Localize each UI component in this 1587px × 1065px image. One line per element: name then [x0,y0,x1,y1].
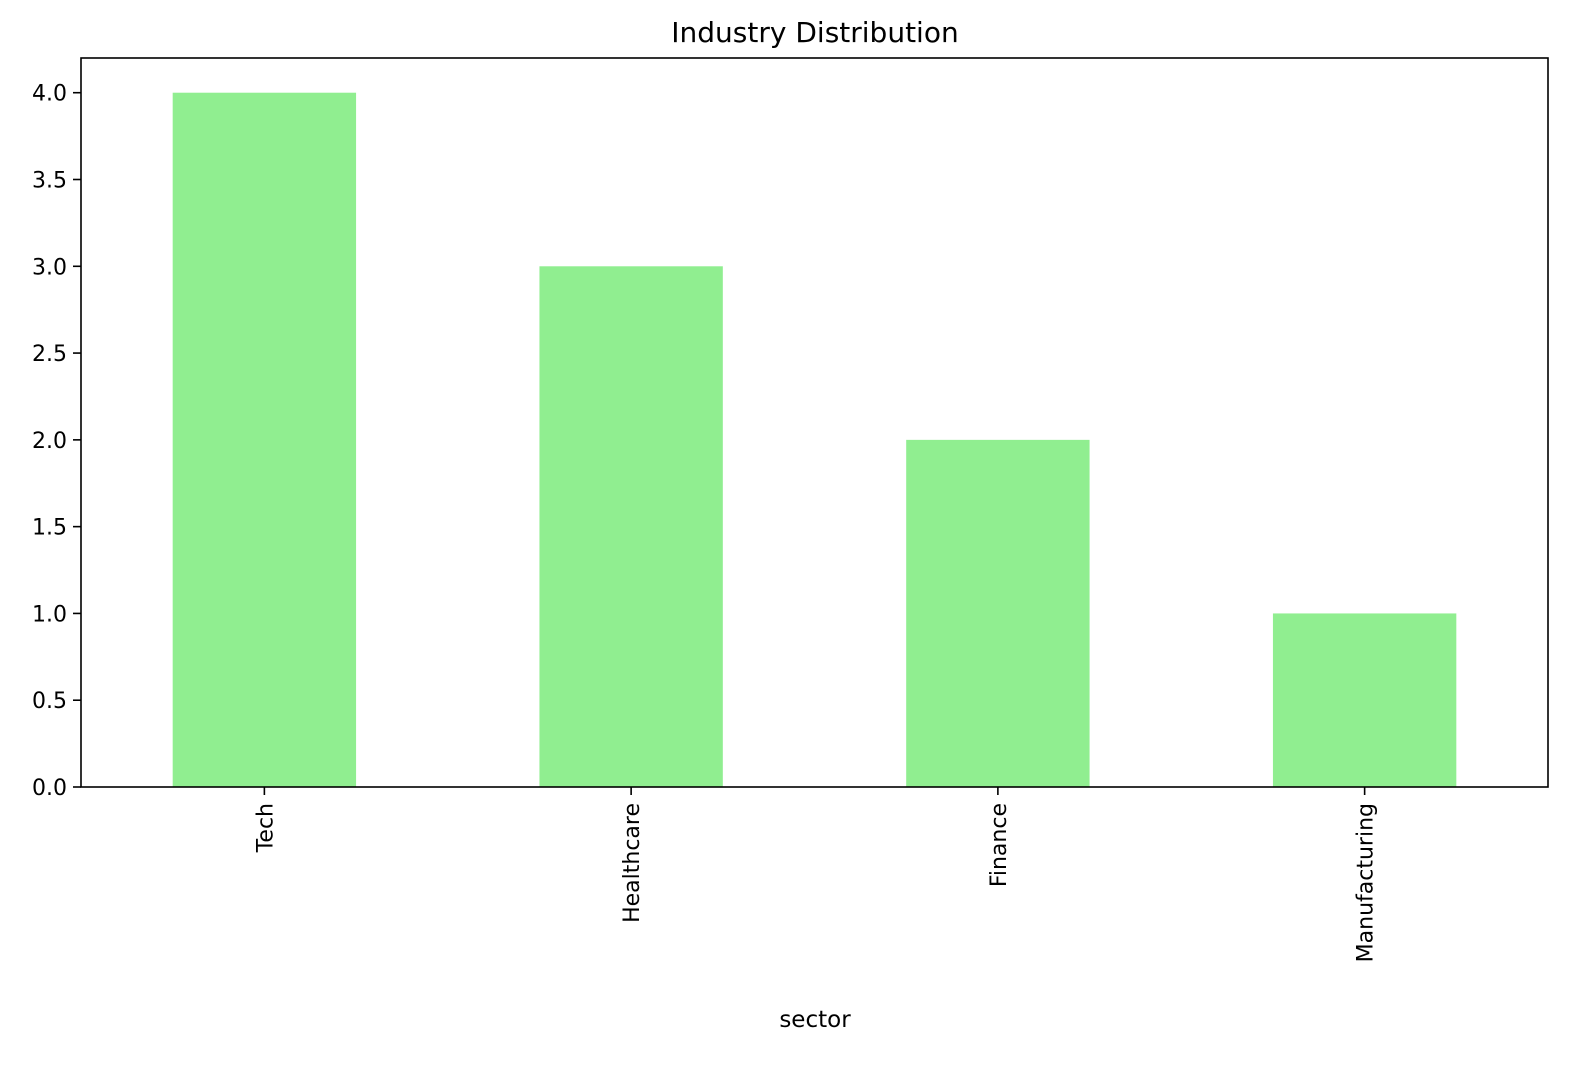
y-tick-label: 1.0 [32,602,67,627]
y-tick-label: 3.0 [32,255,67,280]
x-axis-label: sector [779,1007,851,1033]
y-axis: 0.0 0.5 1.0 1.5 2.0 2.5 3.0 3.5 4.0 [32,82,81,801]
y-tick-label: 0.5 [32,689,67,714]
bar-manufacturing [1272,613,1457,787]
bar-finance [906,439,1090,787]
bars-layer [172,92,1457,787]
y-tick-label: 0.0 [32,776,67,801]
y-tick-label: 2.0 [32,429,67,454]
y-tick-label: 2.5 [32,342,67,367]
x-tick-label-finance: Finance [987,803,1012,887]
x-axis: Tech Healthcare Finance Manufacturing [253,787,1379,962]
bar-tech [172,92,357,787]
x-tick-label-healthcare: Healthcare [620,803,645,923]
x-tick-label-tech: Tech [253,803,278,853]
x-tick-label-manufacturing: Manufacturing [1354,803,1379,962]
chart-title: Industry Distribution [671,16,958,49]
y-tick-label: 1.5 [32,516,67,541]
y-tick-label: 4.0 [32,82,67,107]
bar-healthcare [539,266,723,787]
y-tick-label: 3.5 [32,169,67,194]
plot-frame [80,57,1549,788]
